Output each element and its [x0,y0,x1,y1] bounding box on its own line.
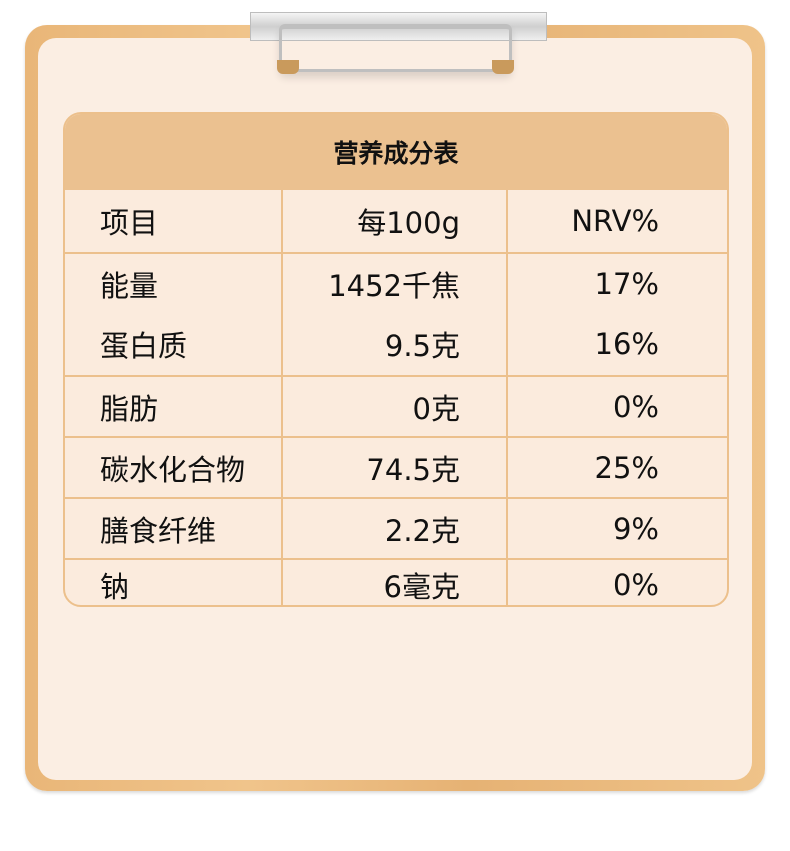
clipboard-clip-wire [279,24,512,72]
nutrient-name: 蛋白质 [65,313,283,375]
table-row: 脂肪 0克 0% [65,375,727,436]
clip-cap-right [492,60,514,74]
column-header-nrv: NRV% [571,204,659,238]
amount-per-100g: 9.5克 [283,313,508,375]
table-row: 钠 6毫克 0% [65,558,727,605]
nrv-percent: 25% [594,450,659,485]
clip-cap-left [277,60,299,74]
column-header-per100g: 每100g [283,190,508,252]
nutrition-table: 营养成分表 项目 每100g NRV% 能量 1452千焦 17% 蛋白质 9.5克 16… [63,112,729,607]
nrv-percent: 0% [612,568,659,602]
table-row: 蛋白质 9.5克 16% [65,313,727,375]
table-header-row: 项目 每100g NRV% [65,190,727,252]
table-title: 营养成分表 [65,114,727,190]
amount-per-100g: 74.5克 [283,438,508,497]
table-row: 碳水化合物 74.5克 25% [65,436,727,497]
nutrient-name: 钠 [65,560,283,605]
nrv-percent: 9% [612,511,659,546]
amount-per-100g: 0克 [283,377,508,436]
amount-per-100g: 2.2克 [283,499,508,558]
amount-per-100g: 6毫克 [283,560,508,605]
table-row: 膳食纤维 2.2克 9% [65,497,727,558]
nutrient-name: 碳水化合物 [65,438,283,497]
nutrient-name: 能量 [65,254,283,313]
nutrient-name: 膳食纤维 [65,499,283,558]
amount-per-100g: 1452千焦 [283,254,508,313]
nrv-percent: 17% [594,266,659,301]
column-header-item: 项目 [65,190,283,252]
nrv-percent: 16% [594,327,659,361]
table-row: 能量 1452千焦 17% [65,252,727,313]
nutrient-name: 脂肪 [65,377,283,436]
nrv-percent: 0% [612,389,659,424]
